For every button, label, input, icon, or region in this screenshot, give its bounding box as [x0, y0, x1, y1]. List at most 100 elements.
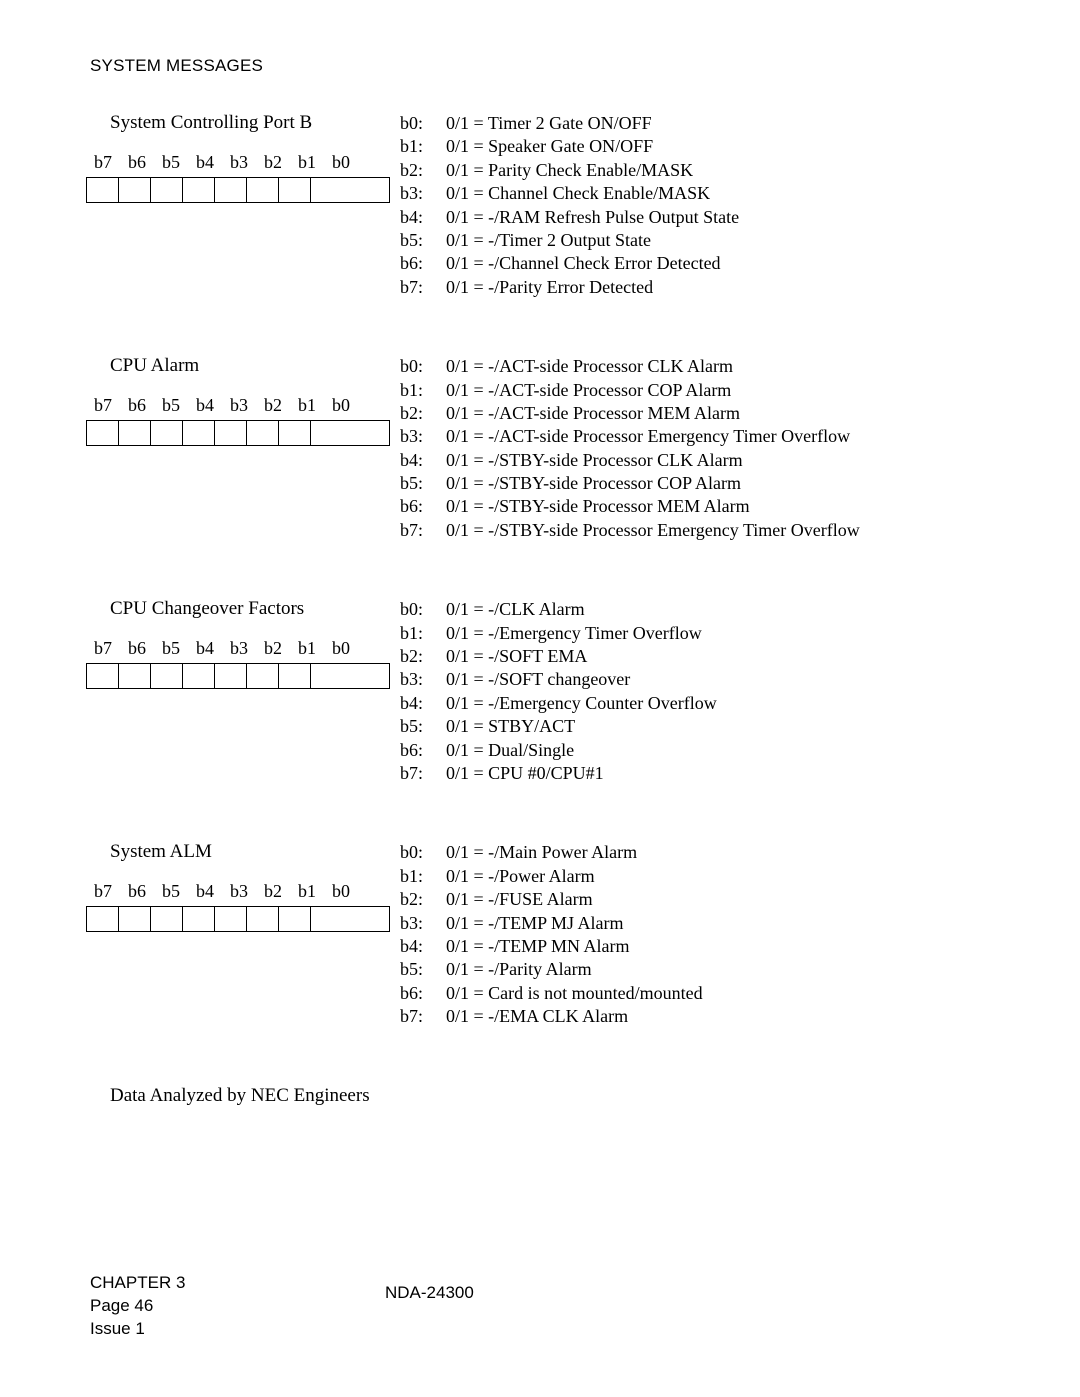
page-footer: CHAPTER 3 Page 46 Issue 1	[90, 1272, 185, 1341]
bit-label: b3	[222, 152, 256, 173]
footer-issue: Issue 1	[90, 1318, 185, 1341]
bit-box	[119, 907, 151, 931]
bit-label: b2	[256, 881, 290, 902]
bit-box	[151, 664, 183, 688]
definition-key: b0:	[400, 355, 446, 378]
register-section: CPU Changeover Factorsb7b6b5b4b3b2b1b0b0…	[90, 598, 990, 785]
bit-labels-row: b7b6b5b4b3b2b1b0	[86, 638, 390, 659]
definition-value: 0/1 = Channel Check Enable/MASK	[446, 182, 990, 205]
bit-boxes	[86, 420, 390, 446]
definition-value: 0/1 = Card is not mounted/mounted	[446, 982, 990, 1005]
definition-key: b6:	[400, 739, 446, 762]
bit-label: b7	[86, 881, 120, 902]
definition-value: 0/1 = -/ACT-side Processor COP Alarm	[446, 379, 990, 402]
definition-value: 0/1 = -/ACT-side Processor CLK Alarm	[446, 355, 990, 378]
definition-key: b2:	[400, 402, 446, 425]
definition-value: 0/1 = Speaker Gate ON/OFF	[446, 135, 990, 158]
bit-box	[247, 664, 279, 688]
definition-value: 0/1 = -/Parity Error Detected	[446, 276, 990, 299]
definition-value: 0/1 = -/EMA CLK Alarm	[446, 1005, 990, 1028]
bit-box	[279, 907, 311, 931]
definition-row: b6:0/1 = -/STBY-side Processor MEM Alarm	[400, 495, 990, 518]
definition-value: 0/1 = -/Power Alarm	[446, 865, 990, 888]
definition-row: b1:0/1 = -/ACT-side Processor COP Alarm	[400, 379, 990, 402]
bit-box	[151, 178, 183, 202]
definition-row: b7:0/1 = -/STBY-side Processor Emergency…	[400, 519, 990, 542]
bit-label: b0	[324, 638, 358, 659]
definition-row: b6:0/1 = Dual/Single	[400, 739, 990, 762]
definition-value: 0/1 = -/RAM Refresh Pulse Output State	[446, 206, 990, 229]
definition-value: 0/1 = STBY/ACT	[446, 715, 990, 738]
definition-key: b7:	[400, 1005, 446, 1028]
definition-value: 0/1 = -/SOFT EMA	[446, 645, 990, 668]
bit-label: b7	[86, 395, 120, 416]
bit-boxes	[86, 906, 390, 932]
register-title: System ALM	[110, 841, 390, 863]
definition-key: b4:	[400, 206, 446, 229]
bit-box	[215, 178, 247, 202]
bit-box	[247, 421, 279, 445]
definition-row: b0:0/1 = -/Main Power Alarm	[400, 841, 990, 864]
register-title: CPU Alarm	[110, 355, 390, 377]
definition-key: b5:	[400, 958, 446, 981]
bit-box	[279, 178, 311, 202]
bit-box	[247, 907, 279, 931]
definition-value: 0/1 = -/TEMP MJ Alarm	[446, 912, 990, 935]
bit-definitions: b0:0/1 = -/Main Power Alarmb1:0/1 = -/Po…	[390, 841, 990, 1028]
bit-label: b4	[188, 152, 222, 173]
definition-key: b1:	[400, 135, 446, 158]
definition-key: b7:	[400, 519, 446, 542]
bit-label: b6	[120, 638, 154, 659]
bit-boxes	[86, 663, 390, 689]
definition-value: 0/1 = -/TEMP MN Alarm	[446, 935, 990, 958]
definition-row: b4:0/1 = -/TEMP MN Alarm	[400, 935, 990, 958]
definition-value: 0/1 = Timer 2 Gate ON/OFF	[446, 112, 990, 135]
bit-box	[247, 178, 279, 202]
bit-label: b6	[120, 395, 154, 416]
bit-label: b5	[154, 152, 188, 173]
bit-box	[87, 421, 119, 445]
bit-definitions: b0:0/1 = Timer 2 Gate ON/OFFb1:0/1 = Spe…	[390, 112, 990, 299]
bit-definitions: b0:0/1 = -/ACT-side Processor CLK Alarmb…	[390, 355, 990, 542]
bit-labels-row: b7b6b5b4b3b2b1b0	[86, 152, 390, 173]
definition-key: b4:	[400, 692, 446, 715]
definition-key: b1:	[400, 622, 446, 645]
bit-box	[151, 907, 183, 931]
definition-row: b0:0/1 = Timer 2 Gate ON/OFF	[400, 112, 990, 135]
definition-value: 0/1 = -/Channel Check Error Detected	[446, 252, 990, 275]
register-left: System ALMb7b6b5b4b3b2b1b0	[90, 841, 390, 932]
bit-label: b1	[290, 152, 324, 173]
definition-key: b0:	[400, 841, 446, 864]
bit-label: b7	[86, 152, 120, 173]
register-section: System ALMb7b6b5b4b3b2b1b0b0:0/1 = -/Mai…	[90, 841, 990, 1028]
footer-doc-number: NDA-24300	[385, 1283, 474, 1303]
definition-row: b2:0/1 = -/ACT-side Processor MEM Alarm	[400, 402, 990, 425]
bit-label: b1	[290, 395, 324, 416]
definition-row: b4:0/1 = -/Emergency Counter Overflow	[400, 692, 990, 715]
definition-key: b2:	[400, 888, 446, 911]
bit-label: b5	[154, 395, 188, 416]
bit-definitions: b0:0/1 = -/CLK Alarmb1:0/1 = -/Emergency…	[390, 598, 990, 785]
definition-value: 0/1 = -/CLK Alarm	[446, 598, 990, 621]
bit-box	[183, 421, 215, 445]
bit-label: b6	[120, 152, 154, 173]
page: SYSTEM MESSAGES System Controlling Port …	[0, 0, 1080, 1397]
register-left: CPU Alarmb7b6b5b4b3b2b1b0	[90, 355, 390, 446]
bit-box	[311, 907, 343, 931]
definition-value: 0/1 = -/SOFT changeover	[446, 668, 990, 691]
bit-box	[183, 178, 215, 202]
definition-value: 0/1 = -/STBY-side Processor Emergency Ti…	[446, 519, 990, 542]
bit-label: b4	[188, 881, 222, 902]
bit-label: b7	[86, 638, 120, 659]
bit-box	[215, 421, 247, 445]
definition-row: b5:0/1 = -/STBY-side Processor COP Alarm	[400, 472, 990, 495]
definition-value: 0/1 = CPU #0/CPU#1	[446, 762, 990, 785]
definition-key: b1:	[400, 865, 446, 888]
bit-box	[183, 664, 215, 688]
definition-row: b7:0/1 = -/Parity Error Detected	[400, 276, 990, 299]
definition-key: b7:	[400, 276, 446, 299]
definition-row: b3:0/1 = Channel Check Enable/MASK	[400, 182, 990, 205]
register-title: System Controlling Port B	[110, 112, 390, 134]
bit-box	[151, 421, 183, 445]
bit-box	[311, 178, 343, 202]
